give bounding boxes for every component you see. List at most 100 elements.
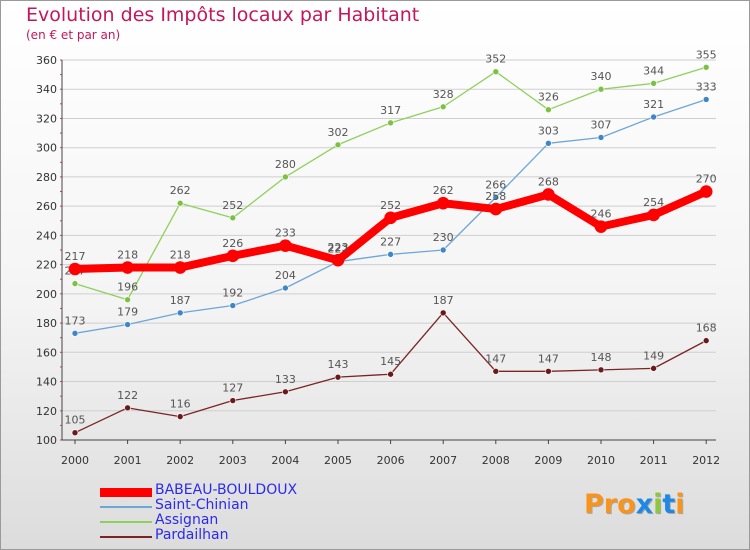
data-label-saint-chinian: 173 <box>65 314 86 327</box>
data-point-saint-chinian <box>439 246 447 254</box>
y-tick-label: 320 <box>36 112 57 125</box>
data-point-pardailhan <box>545 368 552 375</box>
data-point-saint-chinian <box>71 330 79 337</box>
data-label-assignan: 352 <box>485 53 506 66</box>
data-point-babeau-bouldoux <box>699 185 713 198</box>
data-point-pardailhan <box>176 413 184 420</box>
data-label-assignan: 340 <box>591 70 612 83</box>
data-label-assignan: 262 <box>170 184 191 197</box>
data-point-babeau-bouldoux <box>68 262 82 276</box>
data-label-pardailhan: 149 <box>643 349 664 362</box>
data-label-pardailhan: 187 <box>433 294 454 307</box>
data-label-pardailhan: 148 <box>591 351 612 364</box>
data-label-pardailhan: 105 <box>65 414 86 427</box>
data-label-saint-chinian: 192 <box>222 287 243 300</box>
data-label-babeau-bouldoux: 270 <box>696 173 717 186</box>
data-label-pardailhan: 133 <box>275 373 296 386</box>
data-point-assignan <box>545 106 552 113</box>
data-point-pardailhan <box>492 368 500 375</box>
data-point-babeau-bouldoux <box>542 188 555 201</box>
data-label-babeau-bouldoux: 252 <box>380 199 401 212</box>
legend-label: BABEAU-BOULDOUX <box>155 482 298 498</box>
data-label-saint-chinian: 266 <box>485 178 506 191</box>
data-label-babeau-bouldoux: 254 <box>643 196 664 209</box>
data-point-pardailhan <box>334 373 342 381</box>
data-label-assignan: 326 <box>538 91 559 104</box>
data-point-pardailhan <box>597 366 605 374</box>
data-label-babeau-bouldoux: 233 <box>275 227 296 240</box>
legend-label: Assignan <box>155 512 219 528</box>
data-point-saint-chinian <box>650 113 657 121</box>
data-label-assignan: 317 <box>380 104 401 117</box>
data-point-assignan <box>282 173 289 181</box>
data-point-pardailhan <box>282 388 289 396</box>
data-label-pardailhan: 116 <box>170 398 191 411</box>
proxiti-logo: Proxiti <box>584 489 685 520</box>
data-label-pardailhan: 145 <box>380 355 401 368</box>
data-point-assignan <box>702 64 710 71</box>
data-label-pardailhan: 147 <box>485 352 506 365</box>
data-point-pardailhan <box>650 365 657 372</box>
data-point-pardailhan <box>439 309 447 317</box>
y-tick-label: 360 <box>36 54 57 67</box>
data-point-saint-chinian <box>124 321 131 328</box>
data-label-pardailhan: 122 <box>117 389 138 402</box>
x-tick-label: 2006 <box>377 454 405 467</box>
data-label-saint-chinian: 204 <box>275 269 296 282</box>
x-tick-label: 2001 <box>114 454 142 467</box>
x-tick-label: 2009 <box>534 454 562 467</box>
data-point-saint-chinian <box>597 134 605 141</box>
data-label-assignan: 355 <box>696 48 717 61</box>
data-label-saint-chinian: 187 <box>170 294 191 307</box>
x-tick-label: 2002 <box>166 454 194 467</box>
data-point-saint-chinian <box>387 251 394 258</box>
data-label-babeau-bouldoux: 223 <box>328 241 349 254</box>
x-tick-label: 2005 <box>324 454 352 467</box>
x-tick-label: 2003 <box>219 454 247 467</box>
data-point-assignan <box>650 80 657 87</box>
x-tick-label: 2010 <box>587 454 615 467</box>
data-point-pardailhan <box>229 397 237 404</box>
legend-swatch <box>100 536 152 538</box>
y-tick-label: 200 <box>36 288 57 301</box>
legend-swatch <box>100 487 152 497</box>
data-label-assignan: 252 <box>222 199 243 212</box>
data-label-babeau-bouldoux: 218 <box>170 249 191 262</box>
data-point-pardailhan <box>387 370 394 378</box>
y-tick-label: 260 <box>36 200 57 213</box>
data-point-pardailhan <box>71 429 79 436</box>
y-tick-label: 140 <box>36 376 57 389</box>
data-label-assignan: 328 <box>433 88 454 101</box>
x-tick-label: 2004 <box>271 454 299 467</box>
data-label-pardailhan: 168 <box>696 322 717 335</box>
chart-subtitle: (en € et par an) <box>26 28 121 42</box>
data-label-assignan: 196 <box>117 281 138 294</box>
data-label-saint-chinian: 333 <box>696 80 717 93</box>
x-tick-label: 2011 <box>640 454 668 467</box>
data-point-babeau-bouldoux <box>384 211 397 225</box>
data-point-saint-chinian <box>545 140 552 147</box>
data-label-assignan: 280 <box>275 158 296 171</box>
data-label-babeau-bouldoux: 262 <box>433 184 454 197</box>
data-point-assignan <box>71 280 79 287</box>
data-point-assignan <box>439 103 447 111</box>
legend-swatch <box>100 506 152 508</box>
data-label-saint-chinian: 303 <box>538 124 559 137</box>
y-tick-label: 300 <box>36 142 57 155</box>
y-tick-label: 280 <box>36 171 57 184</box>
data-point-babeau-bouldoux <box>436 196 450 210</box>
x-tick-label: 2008 <box>482 454 510 467</box>
data-label-babeau-bouldoux: 218 <box>117 249 138 262</box>
legend-label: Saint-Chinian <box>155 497 249 513</box>
data-label-saint-chinian: 179 <box>117 306 138 319</box>
data-point-pardailhan <box>124 404 131 412</box>
data-point-pardailhan <box>702 337 710 344</box>
y-tick-label: 340 <box>36 83 57 96</box>
data-point-assignan <box>229 214 237 222</box>
data-point-saint-chinian <box>702 96 710 103</box>
y-tick-label: 240 <box>36 229 57 242</box>
y-tick-label: 160 <box>36 346 57 359</box>
x-tick-label: 2000 <box>61 454 89 467</box>
data-point-assignan <box>597 85 605 93</box>
